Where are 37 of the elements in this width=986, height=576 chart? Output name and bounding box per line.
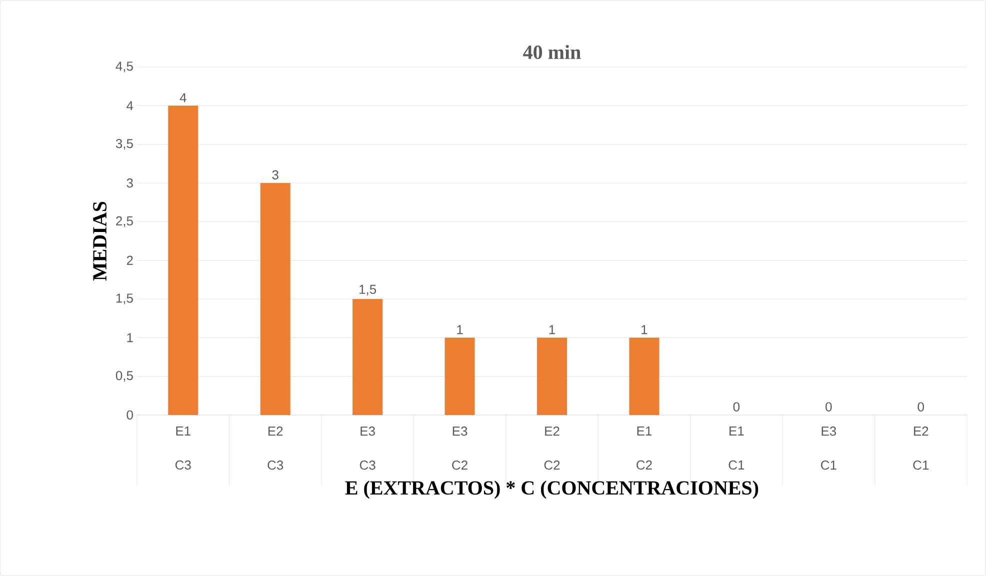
y-tick-label: 0,5 bbox=[116, 370, 133, 382]
y-tick-label: 3,5 bbox=[116, 138, 133, 150]
bar bbox=[352, 298, 383, 415]
data-label: 0 bbox=[733, 402, 740, 412]
y-tick-label: 4,5 bbox=[116, 62, 133, 72]
data-label: 1,5 bbox=[360, 284, 376, 296]
category-label: E2 C2 bbox=[544, 426, 560, 470]
category-label: E1 C1 bbox=[728, 426, 744, 470]
category-label: E3 C3 bbox=[360, 426, 376, 470]
chart-title: 40 min bbox=[523, 44, 581, 60]
data-label: 1 bbox=[457, 325, 463, 334]
data-label: 1 bbox=[549, 325, 555, 334]
y-tick-label: 4 bbox=[126, 101, 134, 110]
category-label: E3 C2 bbox=[452, 426, 468, 470]
data-label: 3 bbox=[272, 170, 278, 180]
bar bbox=[444, 338, 475, 415]
x-axis-title: E (EXTRACTOS) * C (CONCENTRACIONES) bbox=[345, 480, 758, 499]
category-label: E3 C1 bbox=[821, 426, 836, 470]
bar bbox=[537, 338, 567, 415]
data-label: 4 bbox=[180, 93, 186, 102]
category-label: E2 C1 bbox=[913, 426, 929, 470]
y-tick-label: 0 bbox=[126, 410, 133, 420]
category-label: E1 C3 bbox=[175, 426, 191, 470]
y-axis-title: MEDIAS bbox=[93, 202, 107, 281]
bar bbox=[168, 106, 198, 415]
bar bbox=[629, 338, 660, 415]
category-label: E1 C2 bbox=[636, 426, 652, 470]
y-tick-label: 1,5 bbox=[116, 294, 133, 304]
y-tick-label: 2 bbox=[126, 256, 133, 265]
y-tick-label: 2,5 bbox=[116, 216, 133, 228]
data-label: 1 bbox=[642, 325, 648, 334]
category-label: E2 C3 bbox=[268, 426, 284, 470]
y-tick-label: 1 bbox=[127, 333, 133, 342]
bar bbox=[260, 182, 290, 415]
y-tick-label: 3 bbox=[126, 178, 133, 188]
data-label: 0 bbox=[918, 402, 924, 412]
data-label: 0 bbox=[826, 402, 832, 412]
